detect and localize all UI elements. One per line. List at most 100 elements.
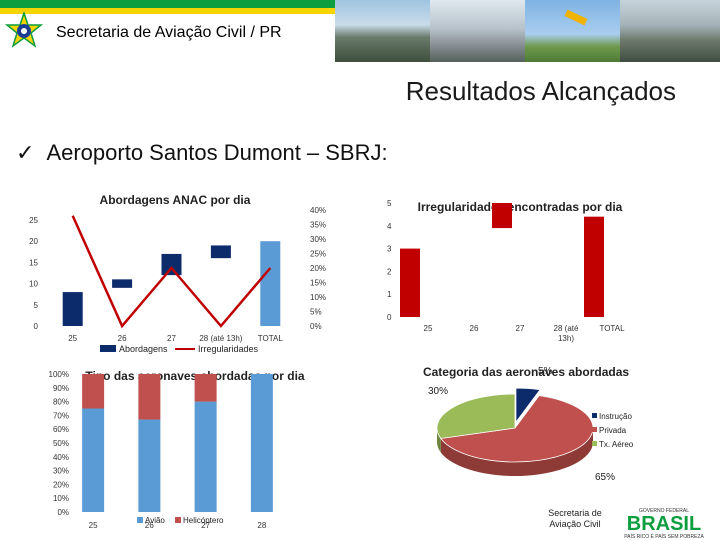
chart3-x-tick: 25 — [89, 521, 98, 530]
chart2-bar — [400, 248, 420, 317]
windsock-photo — [525, 0, 620, 62]
chart1-y2-tick: 15% — [310, 279, 326, 288]
chart3-y-tick: 40% — [53, 453, 69, 462]
brasil-wordmark: BRASIL — [627, 513, 701, 535]
chart3-bar-aviao — [138, 419, 161, 512]
legend-irregularidades-label: Irregularidades — [198, 344, 259, 354]
chart1-y-tick: 10 — [29, 280, 38, 289]
legend-abordagens-label: Abordagens — [119, 344, 168, 354]
chart-abordagens: Abordagens ANAC por dia 0 5 10 15 20 25 0% 5% 1… — [29, 193, 326, 354]
chart4-slice-tx-aereo — [436, 393, 516, 439]
legend-privada-swatch — [592, 427, 597, 432]
chart1-y-tick: 25 — [29, 216, 38, 225]
brasil-logo: GOVERNO FEDERAL BRASIL PAÍS RICO É PAÍS … — [624, 508, 704, 540]
chart4-slice-instrucao — [515, 387, 541, 424]
chart3-bar-helicoptero — [138, 374, 161, 420]
chart3-y-tick: 60% — [53, 425, 69, 434]
chart2-y-tick: 2 — [387, 267, 392, 276]
chart1-y2-tick: 10% — [310, 293, 326, 302]
chart3-bar-aviao — [250, 374, 273, 512]
coat-of-arms-icon — [4, 12, 44, 48]
chart1-bar — [161, 253, 182, 276]
chart2-x-tick: 25 — [424, 324, 433, 333]
chart3-y-tick: 80% — [53, 398, 69, 407]
chart2-x-tick: 26 — [470, 324, 479, 333]
chart1-y-tick: 5 — [34, 301, 39, 310]
hangar-photo — [430, 0, 525, 62]
legend-txaereo-swatch — [592, 441, 597, 446]
legend-aviao-swatch — [137, 517, 143, 523]
chart4-slice-side — [440, 428, 593, 476]
chart1-y2-tick: 30% — [310, 235, 326, 244]
chart3-legend: Avião Helicóptero — [137, 516, 224, 525]
chart1-y-tick: 15 — [29, 258, 38, 267]
chart1-bar — [260, 241, 281, 326]
chart4-data-label: 65% — [595, 472, 615, 483]
chart2-x-tick-line2: 13h) — [558, 334, 574, 343]
chart1-y2-tick: 25% — [310, 250, 326, 259]
chart1-title: Abordagens ANAC por dia — [100, 193, 251, 207]
chart3-y-tick: 70% — [53, 411, 69, 420]
chart1-bar — [210, 245, 231, 259]
chart3-bar-helicoptero — [82, 374, 105, 409]
checkmark-icon: ✓ — [16, 140, 35, 165]
chart4-title: Categoria das aeronaves abordadas — [423, 365, 629, 379]
chart-tipo-aeronaves: Tipo das aeronaves abordadas por dia 0%1… — [49, 369, 305, 530]
chart2-x-tick: 27 — [516, 324, 525, 333]
chart3-bar-aviao — [82, 408, 105, 512]
chart4-legend: Instrução Privada Tx. Aéreo — [592, 412, 634, 449]
section-title: Resultados Alcançados — [405, 76, 676, 106]
chart1-x-tick: 27 — [167, 334, 176, 343]
chart1-y2-tick: 0% — [310, 322, 322, 331]
chart1-y2-tick: 35% — [310, 221, 326, 230]
taxiway-lights-photo — [620, 0, 720, 62]
secretaria-line2: Aviação Civil — [549, 519, 601, 529]
chart1-legend: Abordagens Irregularidades — [100, 344, 259, 354]
chart4-slice-privada — [440, 395, 594, 463]
chart1-x-tick: TOTAL — [258, 334, 284, 343]
header-photos — [335, 0, 720, 62]
chart3-x-tick: 28 — [257, 521, 266, 530]
chart1-y-tick: 20 — [29, 237, 38, 246]
chart3-x-tick: 26 — [145, 521, 154, 530]
bullet-airport: ✓ Aeroporto Santos Dumont – SBRJ: — [16, 140, 388, 166]
chart2-y-tick: 5 — [387, 199, 392, 208]
chart-categoria-aeronaves: Categoria das aeronaves abordadas 5% 65% 3… — [423, 365, 634, 483]
chart3-y-tick: 100% — [49, 370, 69, 379]
brasil-bottom: PAÍS RICO É PAÍS SEM POBREZA — [624, 533, 704, 540]
chart1-y2-tick: 40% — [310, 206, 326, 215]
bullet-text: Aeroporto Santos Dumont – SBRJ: — [46, 140, 388, 165]
chart3-y-tick: 20% — [53, 480, 69, 489]
legend-instrucao-label: Instrução — [599, 412, 632, 421]
chart1-bar — [62, 292, 83, 326]
chart3-bar-aviao — [194, 401, 217, 512]
legend-helicoptero-label: Helicóptero — [183, 516, 224, 525]
chart1-y2-tick: 5% — [310, 308, 322, 317]
chart4-data-label: 5% — [538, 366, 553, 377]
chart2-y-tick: 1 — [387, 290, 392, 299]
chart2-bar — [492, 203, 512, 229]
chart1-series-irregularidades-line — [71, 215, 272, 329]
header-title: Secretaria de Aviação Civil / PR — [56, 24, 282, 41]
runway-photo — [335, 0, 430, 62]
chart2-bar — [584, 216, 604, 317]
chart2-y-tick: 0 — [387, 313, 392, 322]
chart2-x-tick: TOTAL — [599, 324, 625, 333]
chart2-x-tick: 28 (até — [554, 324, 579, 333]
chart1-x-tick: 26 — [118, 334, 127, 343]
chart1-x-tick: 28 (até 13h) — [199, 334, 242, 343]
chart3-x-tick: 27 — [201, 521, 210, 530]
header-yellow-stripe — [0, 8, 335, 14]
legend-instrucao-swatch — [592, 413, 597, 418]
chart3-y-tick: 50% — [53, 439, 69, 448]
chart2-y-tick: 3 — [387, 245, 392, 254]
chart3-y-tick: 10% — [53, 494, 69, 503]
legend-privada-label: Privada — [599, 426, 627, 435]
chart2-title: Irregularidades encontradas por dia — [418, 200, 623, 214]
secretaria-footer-logo: Secretaria de Aviação Civil — [530, 508, 620, 530]
chart1-y-tick: 0 — [34, 322, 39, 331]
chart4-data-label: 30% — [428, 386, 448, 397]
legend-abordagens-swatch — [100, 345, 116, 352]
legend-txaereo-label: Tx. Aéreo — [599, 440, 634, 449]
chart1-y2-tick: 20% — [310, 264, 326, 273]
